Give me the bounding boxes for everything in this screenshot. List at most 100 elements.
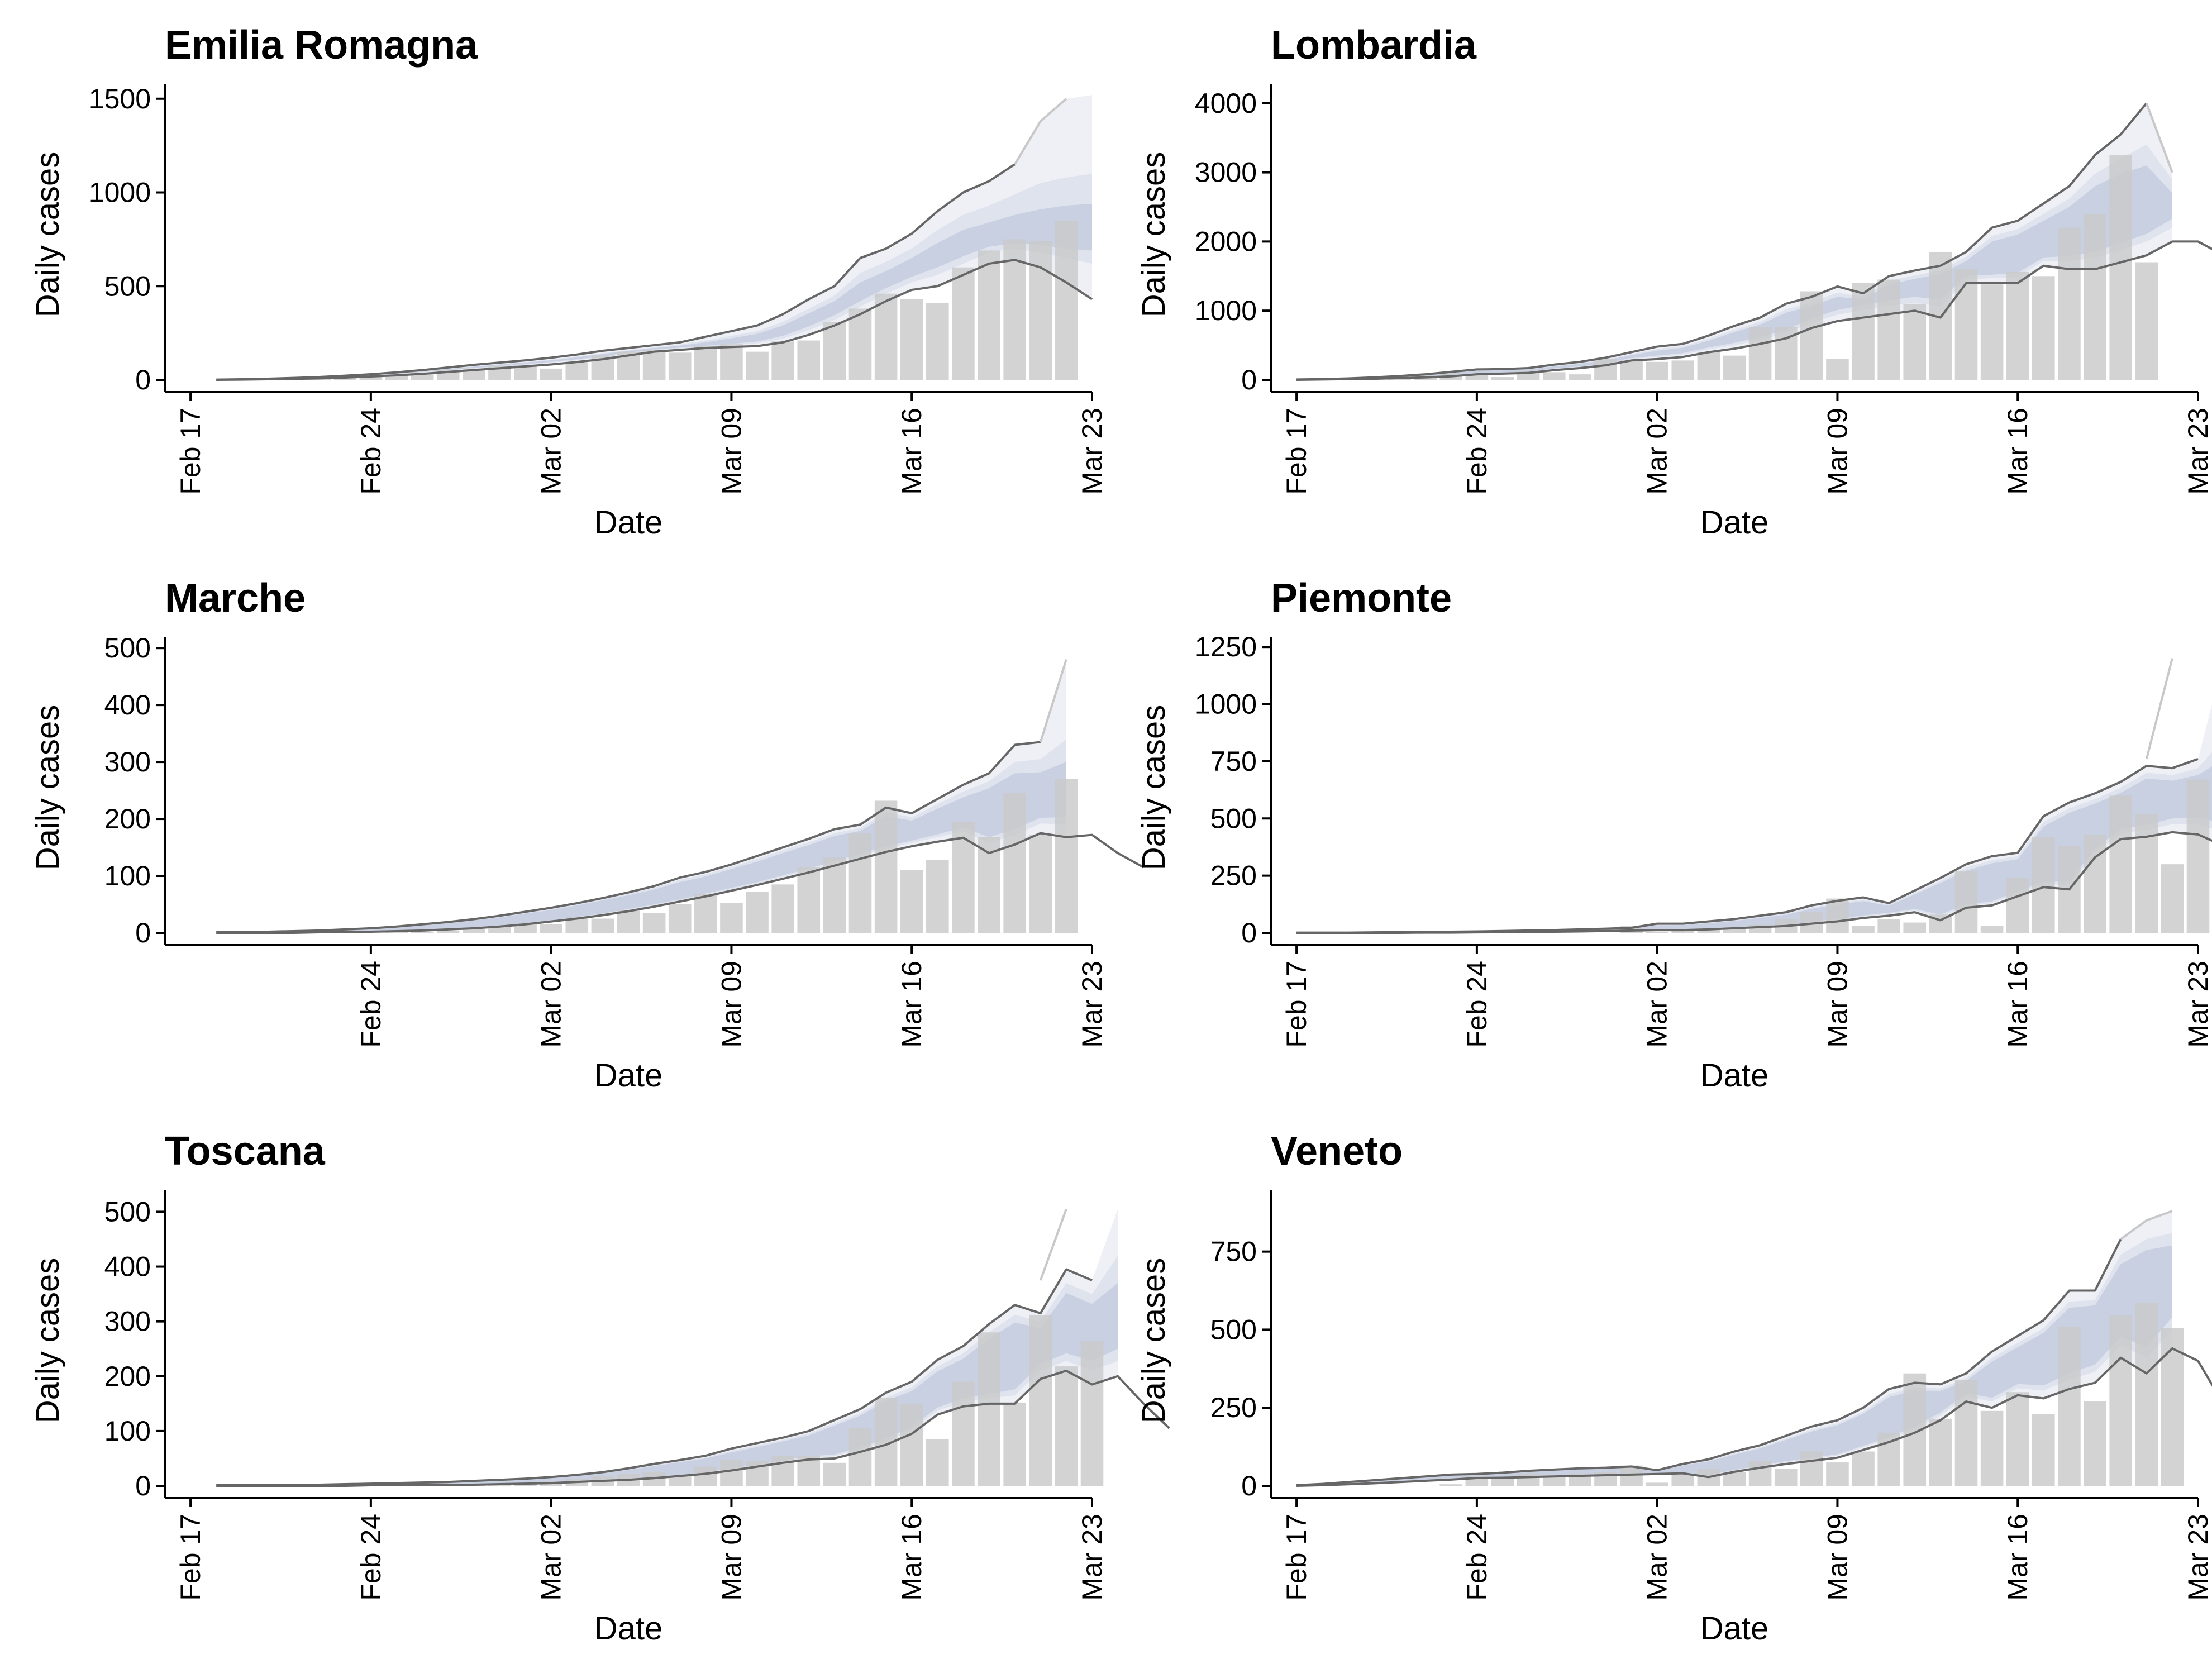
x-tick-label: Mar 16 bbox=[2002, 961, 2033, 1048]
bar bbox=[2186, 779, 2210, 933]
y-tick-label: 4000 bbox=[1195, 88, 1257, 119]
y-axis-title: Daily cases bbox=[1136, 152, 1172, 318]
bar bbox=[771, 1456, 794, 1486]
bar bbox=[1003, 793, 1026, 933]
bars bbox=[385, 779, 1078, 933]
bar bbox=[2032, 837, 2055, 933]
bar bbox=[1594, 1471, 1617, 1486]
y-tick-label: 200 bbox=[104, 1361, 151, 1392]
x-tick-label: Feb 24 bbox=[355, 1514, 387, 1601]
chart-svg: Emilia Romagna 0 500 1000 1500 Feb 17 Feb 24 Ma… bbox=[30, 23, 1108, 541]
bar bbox=[926, 303, 949, 380]
y-tick-label: 100 bbox=[104, 1415, 151, 1447]
bar bbox=[2058, 1326, 2081, 1486]
y-tick-label: 3000 bbox=[1195, 157, 1257, 188]
band-inner bbox=[216, 762, 1066, 933]
x-tick-label: Mar 23 bbox=[1076, 408, 1108, 495]
bar bbox=[591, 918, 614, 933]
y-tick-label: 1250 bbox=[1195, 631, 1257, 662]
bar bbox=[874, 293, 898, 380]
bar bbox=[1954, 871, 1978, 933]
trend-lines bbox=[1296, 102, 2212, 381]
bar bbox=[746, 351, 769, 380]
y-tick-label: 500 bbox=[1210, 803, 1257, 834]
y-tick-label: 200 bbox=[104, 803, 151, 835]
bar bbox=[1852, 926, 1875, 933]
y-tick-label: 1500 bbox=[89, 83, 151, 115]
y-tick-label: 500 bbox=[104, 632, 151, 664]
x-tick-label: Feb 24 bbox=[355, 408, 387, 495]
bar bbox=[1029, 1314, 1052, 1486]
bar bbox=[874, 800, 898, 933]
y-tick-label: 750 bbox=[1210, 746, 1257, 777]
forecast-bands bbox=[1296, 103, 2172, 380]
bar bbox=[540, 924, 562, 933]
upper-bound-line bbox=[1296, 102, 2148, 381]
bar bbox=[1903, 303, 1927, 380]
bar bbox=[1671, 360, 1695, 380]
x-axis-title: Date bbox=[594, 504, 663, 541]
bar bbox=[565, 363, 589, 380]
bar bbox=[1723, 355, 1746, 380]
bar bbox=[694, 346, 717, 380]
bar bbox=[720, 344, 743, 380]
y-tick-label: 250 bbox=[1210, 860, 1257, 892]
bar bbox=[694, 894, 717, 933]
bar bbox=[1954, 1379, 1978, 1486]
upper-bound-line bbox=[1296, 757, 2199, 934]
axes: 0 500 1000 1500 Feb 17 Feb 24 Mar 02 Mar 09 Mar … bbox=[89, 83, 1108, 495]
chart-svg: Lombardia 0 1000 2000 3000 4000 Feb 17 Feb 24 Ma… bbox=[1136, 23, 2212, 541]
bar bbox=[668, 904, 692, 933]
bar bbox=[848, 833, 872, 933]
x-axis-title: Date bbox=[594, 1057, 663, 1094]
bar bbox=[1903, 922, 1927, 933]
bar bbox=[1929, 1418, 1952, 1486]
x-tick-label: Feb 24 bbox=[1461, 408, 1493, 495]
x-tick-label: Mar 09 bbox=[716, 1514, 747, 1601]
bar bbox=[848, 1428, 872, 1486]
bar bbox=[1080, 1341, 1104, 1486]
lower-bound-line bbox=[216, 1369, 1170, 1487]
bar bbox=[2084, 834, 2106, 933]
trend-lines bbox=[216, 659, 1145, 934]
bar bbox=[1646, 931, 1668, 933]
forecast-bands bbox=[1296, 704, 2212, 933]
bar bbox=[1800, 291, 1823, 380]
trend-lines bbox=[216, 1208, 1170, 1487]
x-tick-label: Mar 23 bbox=[1076, 1514, 1108, 1601]
bar bbox=[900, 1403, 923, 1486]
panel-emilia-romagna: Emilia Romagna 0 500 1000 1500 Feb 17 Feb 24 Ma… bbox=[0, 0, 1108, 553]
x-tick-label: Mar 09 bbox=[1822, 961, 1853, 1048]
y-tick-label: 300 bbox=[104, 746, 151, 778]
x-tick-label: Feb 17 bbox=[1281, 408, 1312, 495]
bar bbox=[1055, 1366, 1078, 1486]
x-tick-label: Mar 16 bbox=[896, 961, 927, 1048]
upper-bound-line bbox=[216, 741, 1041, 933]
axes: 0 250 500 750 1000 1250 Feb 17 Feb 24 Mar 02 Mar … bbox=[1195, 631, 2212, 1047]
bar bbox=[720, 1459, 743, 1486]
trend-lines bbox=[1296, 1210, 2212, 1487]
x-tick-label: Mar 09 bbox=[716, 408, 747, 495]
x-axis-title: Date bbox=[594, 1610, 663, 1647]
y-tick-label: 1000 bbox=[1195, 689, 1257, 720]
bar bbox=[1800, 1451, 1823, 1486]
bar bbox=[2032, 276, 2055, 380]
bar bbox=[1439, 1484, 1463, 1486]
chart-title: Emilia Romagna bbox=[165, 23, 478, 68]
lower-bound-line bbox=[216, 259, 1093, 381]
y-axis-title: Daily cases bbox=[30, 1258, 66, 1424]
bar bbox=[1980, 284, 2004, 380]
bar bbox=[1029, 835, 1052, 933]
upper-bound-line bbox=[1296, 1238, 2122, 1486]
y-tick-label: 500 bbox=[1210, 1314, 1257, 1345]
bar bbox=[771, 341, 794, 380]
bar bbox=[926, 860, 949, 933]
chart-title: Marche bbox=[165, 576, 306, 621]
bar bbox=[926, 1439, 949, 1486]
bars bbox=[1439, 1303, 2184, 1486]
x-tick-label: Mar 02 bbox=[1642, 1514, 1673, 1601]
y-tick-label: 0 bbox=[135, 364, 151, 395]
bar bbox=[720, 903, 743, 933]
upper-bound-tail-line bbox=[1039, 659, 1067, 743]
upper-bound-tail-line bbox=[2145, 103, 2173, 173]
